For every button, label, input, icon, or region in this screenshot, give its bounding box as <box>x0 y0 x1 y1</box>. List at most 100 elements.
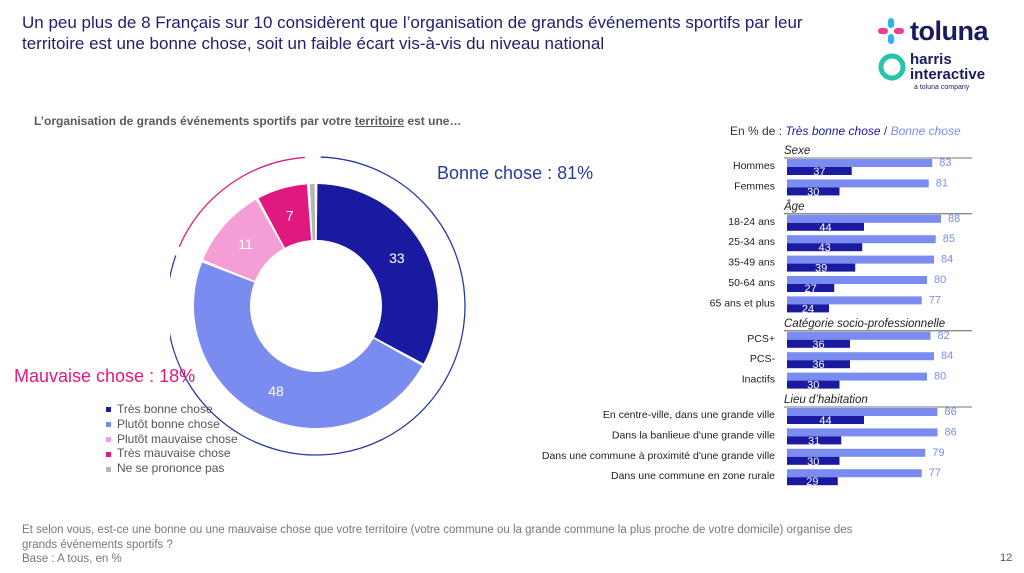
tres-bonne-chose-bar <box>787 380 840 389</box>
tres-bonne-chose-bar <box>787 456 840 465</box>
mauvaise-chose-total: Mauvaise chose : 18% <box>14 366 196 386</box>
bonne-chose-value: 84 <box>941 350 953 362</box>
legend-item: Plutôt bonne chose <box>106 417 238 432</box>
bonne-chose-bar <box>787 296 922 305</box>
tres-bonne-chose-value: 29 <box>806 476 818 488</box>
bonne-chose-value: 80 <box>934 274 946 286</box>
bar-row-label: Inactifs <box>742 374 775 386</box>
legend-label: Plutôt bonne chose <box>117 416 220 431</box>
tres-bonne-chose-value: 44 <box>819 415 831 427</box>
bar-row-label: PCS+ <box>747 333 775 345</box>
bonne-chose-bar <box>787 255 934 264</box>
question-title: L’organisation de grands événements spor… <box>34 114 462 128</box>
donut-slice <box>203 199 284 281</box>
bonne-chose-bar <box>787 469 922 478</box>
tres-bonne-chose-value: 24 <box>802 303 814 315</box>
bonne-chose-value: 86 <box>945 426 957 438</box>
tres-bonne-chose-bar <box>787 339 850 348</box>
bonne-chose-bar <box>787 428 938 437</box>
tres-bonne-chose-value: 27 <box>805 283 817 295</box>
bonne-chose-bar <box>787 372 927 381</box>
legend-item: Très bonne chose <box>106 402 238 417</box>
bonne-chose-bar <box>787 448 926 457</box>
bonne-chose-value: 83 <box>939 157 951 169</box>
bonne-chose-value: 81 <box>936 177 948 189</box>
tres-bonne-chose-bar <box>787 263 856 272</box>
bar-row-label: 35-49 ans <box>728 257 775 269</box>
bonne-bracket-arc <box>170 156 466 456</box>
bar-row-label: 18-24 ans <box>728 216 775 228</box>
bonne-chose-total: Bonne chose : 81% <box>437 163 594 183</box>
bonne-chose-bar <box>787 179 929 188</box>
tres-bonne-chose-bar <box>787 304 829 313</box>
legend-label: Ne se prononce pas <box>117 461 225 476</box>
bar-row-label: Dans une commune à proximité d'une grand… <box>542 450 775 462</box>
tres-bonne-chose-bar <box>787 167 852 175</box>
group-title: Âge <box>783 200 804 213</box>
page-number: 12 <box>1000 552 1013 564</box>
donut-slice-label: 48 <box>268 383 284 399</box>
bonne-chose-bar <box>787 352 934 361</box>
mauvaise-bracket-arc <box>178 156 305 248</box>
bar-row-label: 25-34 ans <box>728 236 775 248</box>
legend-label: Très bonne chose <box>117 402 213 416</box>
toluna-harris-logo: toluna harris interactive a toluna compa… <box>878 16 1008 96</box>
donut-slice <box>194 262 423 428</box>
bonne-chose-value: 77 <box>929 467 941 479</box>
bonne-chose-value: 77 <box>929 294 941 306</box>
bars-header: En % de : Très bonne chose / Bonne chose <box>730 124 961 138</box>
legend-swatch <box>106 466 111 472</box>
tres-bonne-chose-bar <box>787 416 864 424</box>
bonne-chose-bar <box>787 159 933 167</box>
legend-swatch <box>106 407 111 413</box>
legend-label: Plutôt mauvaise chose <box>117 431 238 446</box>
tres-bonne-chose-bar <box>787 284 835 292</box>
bar-row-label: Dans la banlieue d'une grande ville <box>612 429 775 441</box>
tres-bonne-chose-value: 44 <box>819 222 831 234</box>
bar-row-label: 50-64 ans <box>728 277 775 289</box>
donut-slice <box>258 184 312 248</box>
bonne-chose-bar <box>787 408 938 416</box>
donut-legend: Très bonne chose Plutôt bonne chose Plutôt… <box>106 402 238 476</box>
tres-bonne-chose-value: 39 <box>815 263 827 275</box>
tres-bonne-chose-value: 36 <box>812 339 824 351</box>
tres-bonne-chose-value: 30 <box>807 380 819 392</box>
legend-item: Ne se prononce pas <box>106 461 238 476</box>
tres-bonne-chose-bar <box>787 477 838 486</box>
tres-bonne-chose-bar <box>787 187 840 196</box>
bonne-chose-bar <box>787 235 936 244</box>
group-title: Catégorie socio-professionnelle <box>784 318 945 330</box>
legend-swatch <box>106 451 111 457</box>
toluna-wordmark: toluna <box>910 16 989 46</box>
group-title: Lieu d’habitation <box>784 394 868 406</box>
logo-tagline: a toluna company <box>914 84 970 91</box>
donut-slice-label: 7 <box>286 208 294 224</box>
bar-row-label: Dans une commune en zone rurale <box>611 470 775 482</box>
legend-item: Plutôt mauvaise chose <box>106 432 238 447</box>
donut-slice <box>316 184 438 364</box>
tres-bonne-chose-value: 30 <box>807 186 819 198</box>
bonne-chose-bar <box>787 214 941 223</box>
bar-row-label: Hommes <box>733 160 775 172</box>
bonne-chose-bar <box>787 276 927 284</box>
bonne-chose-value: 88 <box>948 213 960 225</box>
donut-slice-label: 33 <box>389 250 405 266</box>
bonne-chose-value: 85 <box>943 233 955 245</box>
donut-slice <box>309 184 316 241</box>
bar-row-label: 65 ans et plus <box>710 297 775 309</box>
tres-bonne-chose-bar <box>787 436 842 445</box>
footer-question: Et selon vous, est-ce une bonne ou une m… <box>22 524 853 551</box>
bonne-chose-value: 79 <box>932 447 944 459</box>
donut-slice-label: 11 <box>238 236 253 252</box>
tres-bonne-chose-value: 30 <box>807 456 819 468</box>
tres-bonne-chose-bar <box>787 360 850 369</box>
tres-bonne-chose-value: 31 <box>808 435 820 447</box>
page-title: Un peu plus de 8 Français sur 10 considè… <box>22 13 803 53</box>
bonne-chose-value: 80 <box>934 371 946 383</box>
legend-label: Très mauvaise chose <box>117 446 231 461</box>
bonne-chose-value: 82 <box>938 330 950 342</box>
tres-bonne-chose-bar <box>787 222 864 231</box>
bonne-chose-value: 86 <box>945 406 957 418</box>
group-title: Sexe <box>784 145 810 157</box>
